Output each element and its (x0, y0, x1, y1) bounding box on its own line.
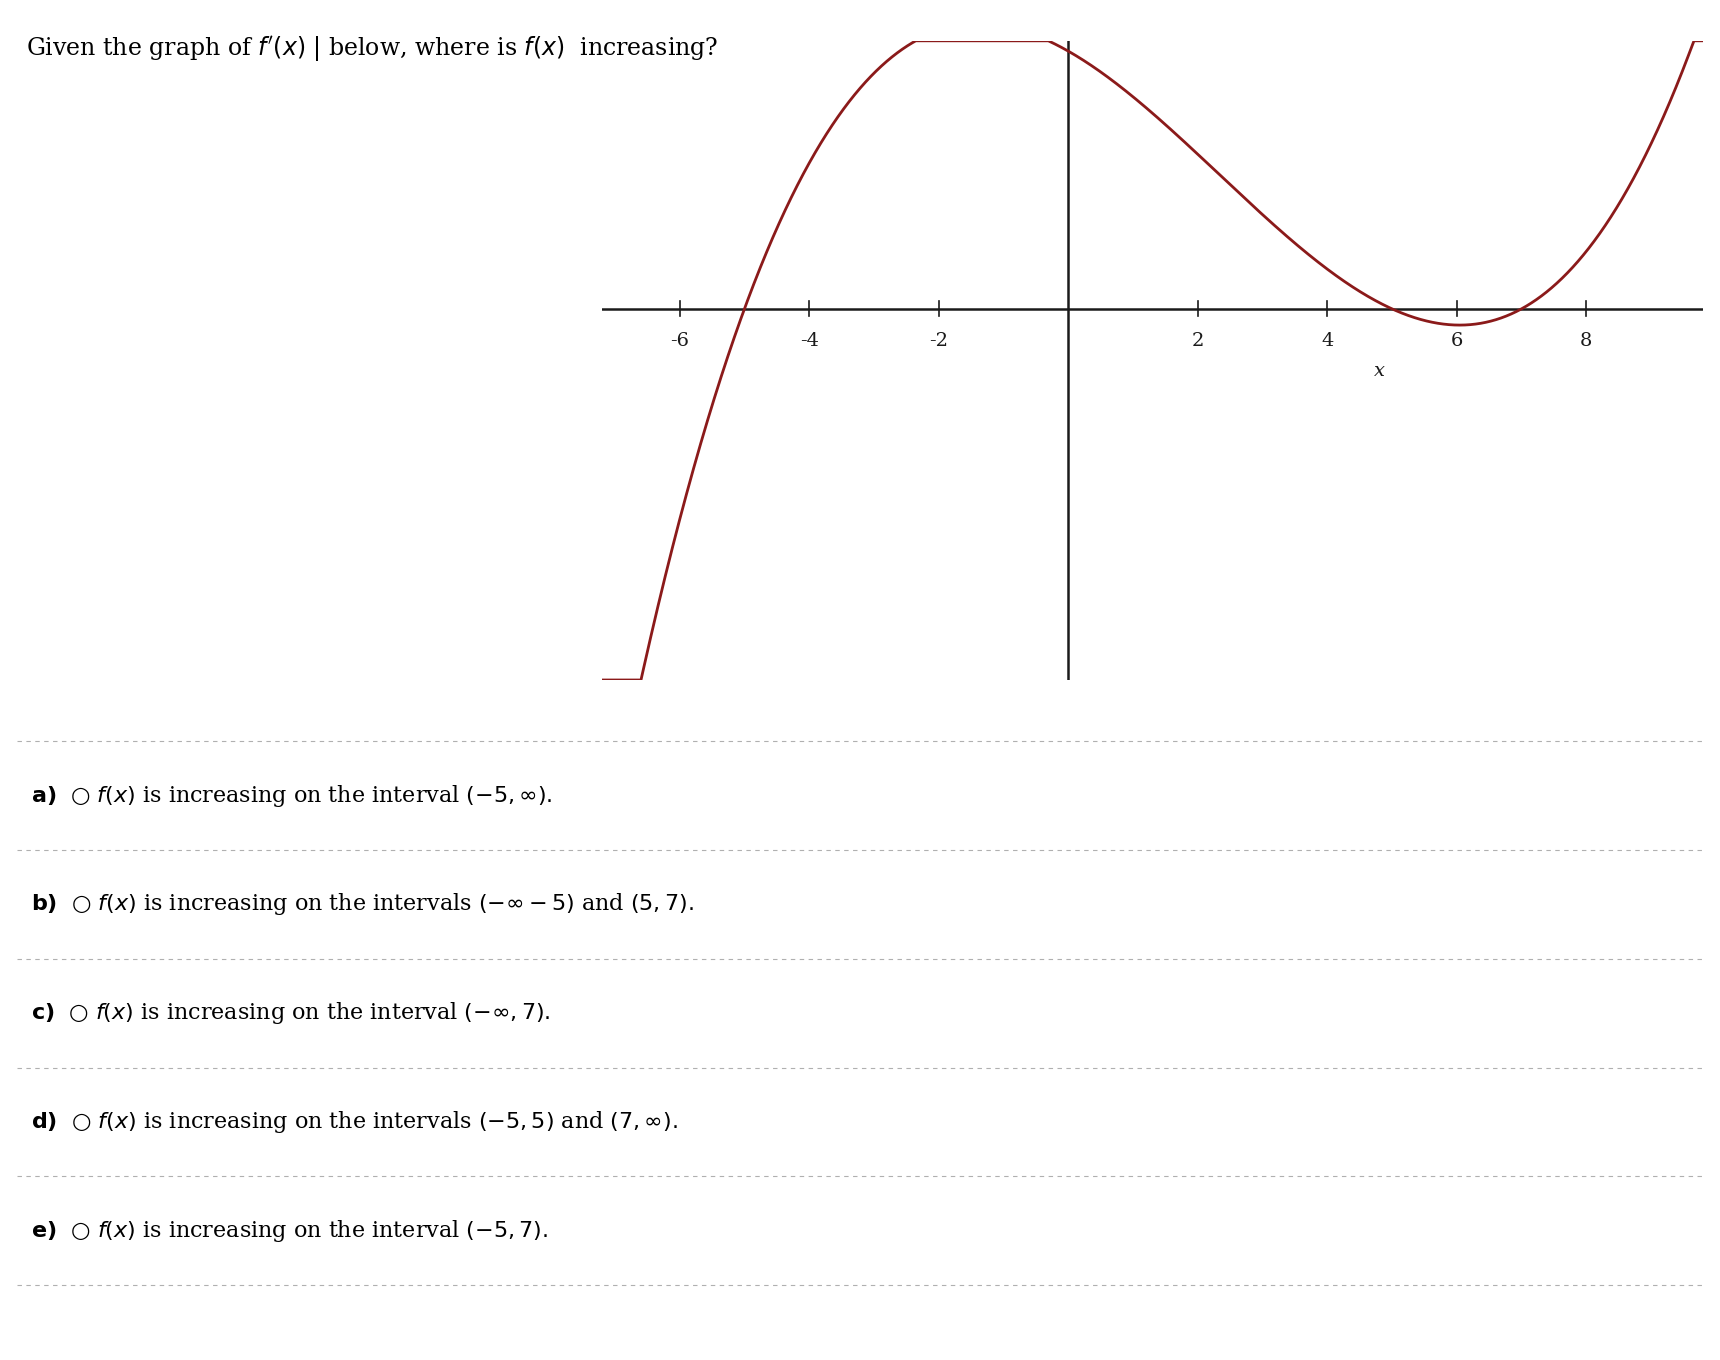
Text: 8: 8 (1581, 332, 1593, 350)
Text: -4: -4 (800, 332, 819, 350)
Text: $\mathbf{a)}$  $\bigcirc\ f(x)$ is increasing on the interval $(-5, \infty).$: $\mathbf{a)}$ $\bigcirc\ f(x)$ is increa… (31, 782, 552, 809)
Text: 4: 4 (1321, 332, 1333, 350)
Text: $\mathbf{b)}$  $\bigcirc\ f(x)$ is increasing on the intervals $(-\infty - 5)$ a: $\mathbf{b)}$ $\bigcirc\ f(x)$ is increa… (31, 891, 693, 918)
Text: $\mathbf{e)}$  $\bigcirc\ f(x)$ is increasing on the interval $(-5, 7).$: $\mathbf{e)}$ $\bigcirc\ f(x)$ is increa… (31, 1217, 549, 1244)
Text: 2: 2 (1192, 332, 1204, 350)
Text: x: x (1374, 363, 1385, 381)
Text: Given the graph of $f'(x)$ $|$ below, where is $f(x)$  increasing?: Given the graph of $f'(x)$ $|$ below, wh… (26, 34, 719, 64)
Text: 6: 6 (1450, 332, 1464, 350)
Text: $\mathbf{c)}$  $\bigcirc\ f(x)$ is increasing on the interval $(-\infty, 7).$: $\mathbf{c)}$ $\bigcirc\ f(x)$ is increa… (31, 1000, 550, 1027)
Text: -2: -2 (929, 332, 948, 350)
Text: $\mathbf{d)}$  $\bigcirc\ f(x)$ is increasing on the intervals $(-5, 5)$ and $(7: $\mathbf{d)}$ $\bigcirc\ f(x)$ is increa… (31, 1108, 678, 1136)
Text: -6: -6 (671, 332, 690, 350)
